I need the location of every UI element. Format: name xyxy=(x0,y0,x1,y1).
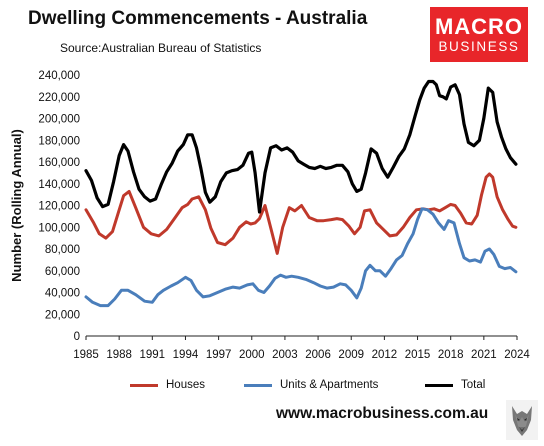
chart-series xyxy=(84,79,518,308)
series-line-houses xyxy=(84,172,518,255)
legend-label-houses: Houses xyxy=(166,379,205,391)
y-tick-label: 20,000 xyxy=(45,309,80,321)
source-note: Source:Australian Bureau of Statistics xyxy=(60,41,262,55)
x-tick-label: 2006 xyxy=(305,349,331,361)
legend-label-units: Units & Apartments xyxy=(280,379,379,391)
y-axis-label: Number (Rolling Annual) xyxy=(9,129,24,282)
x-tick-label: 2018 xyxy=(438,349,464,361)
series-line-total xyxy=(84,79,518,214)
y-tick-label: 100,000 xyxy=(38,222,80,234)
legend-swatch-houses xyxy=(130,383,158,387)
x-tick-label: 1997 xyxy=(206,349,232,361)
y-tick-label: 80,000 xyxy=(45,244,80,256)
x-tick-label: 2021 xyxy=(471,349,497,361)
legend-label-total: Total xyxy=(461,379,486,391)
x-tick-label: 1985 xyxy=(73,349,99,361)
y-tick-label: 60,000 xyxy=(45,266,80,278)
chart-title: Dwelling Commencements - Australia xyxy=(28,8,368,29)
y-tick-label: 240,000 xyxy=(38,70,80,82)
series-line-units xyxy=(84,207,518,308)
y-tick-label: 140,000 xyxy=(38,179,80,191)
x-tick-label: 2003 xyxy=(272,349,298,361)
y-tick-label: 40,000 xyxy=(45,288,80,300)
legend-swatch-total xyxy=(425,383,453,387)
x-tick-label: 1991 xyxy=(140,349,166,361)
x-tick-label: 2009 xyxy=(338,349,364,361)
x-tick-label: 2024 xyxy=(504,349,530,361)
legend-item-units: Units & Apartments xyxy=(244,377,378,393)
legend-item-total: Total xyxy=(425,377,485,393)
logo-line-1: MACRO xyxy=(434,14,524,39)
website-url: www.macrobusiness.com.au xyxy=(276,405,489,422)
x-tick-label: 2000 xyxy=(239,349,265,361)
legend-item-houses: Houses xyxy=(130,377,205,393)
y-tick-label: 200,000 xyxy=(38,114,80,126)
y-tick-label: 160,000 xyxy=(38,157,80,169)
wolf-icon xyxy=(506,400,538,440)
macrobusiness-logo: MACRO BUSINESS xyxy=(430,7,528,62)
x-tick-label: 2012 xyxy=(372,349,398,361)
y-tick-label: 0 xyxy=(74,331,80,343)
x-tick-label: 1988 xyxy=(106,349,132,361)
chart-axes: 0 20,000 40,000 60,000 80,000 100,000 120,000 1… xyxy=(9,70,530,361)
x-tick-label: 1994 xyxy=(173,349,199,361)
logo-line-2: BUSINESS xyxy=(438,39,520,54)
x-tick-label: 2015 xyxy=(405,349,431,361)
legend-swatch-units xyxy=(244,383,272,387)
y-tick-label: 220,000 xyxy=(38,92,80,104)
y-tick-label: 180,000 xyxy=(38,135,80,147)
y-tick-label: 120,000 xyxy=(38,201,80,213)
